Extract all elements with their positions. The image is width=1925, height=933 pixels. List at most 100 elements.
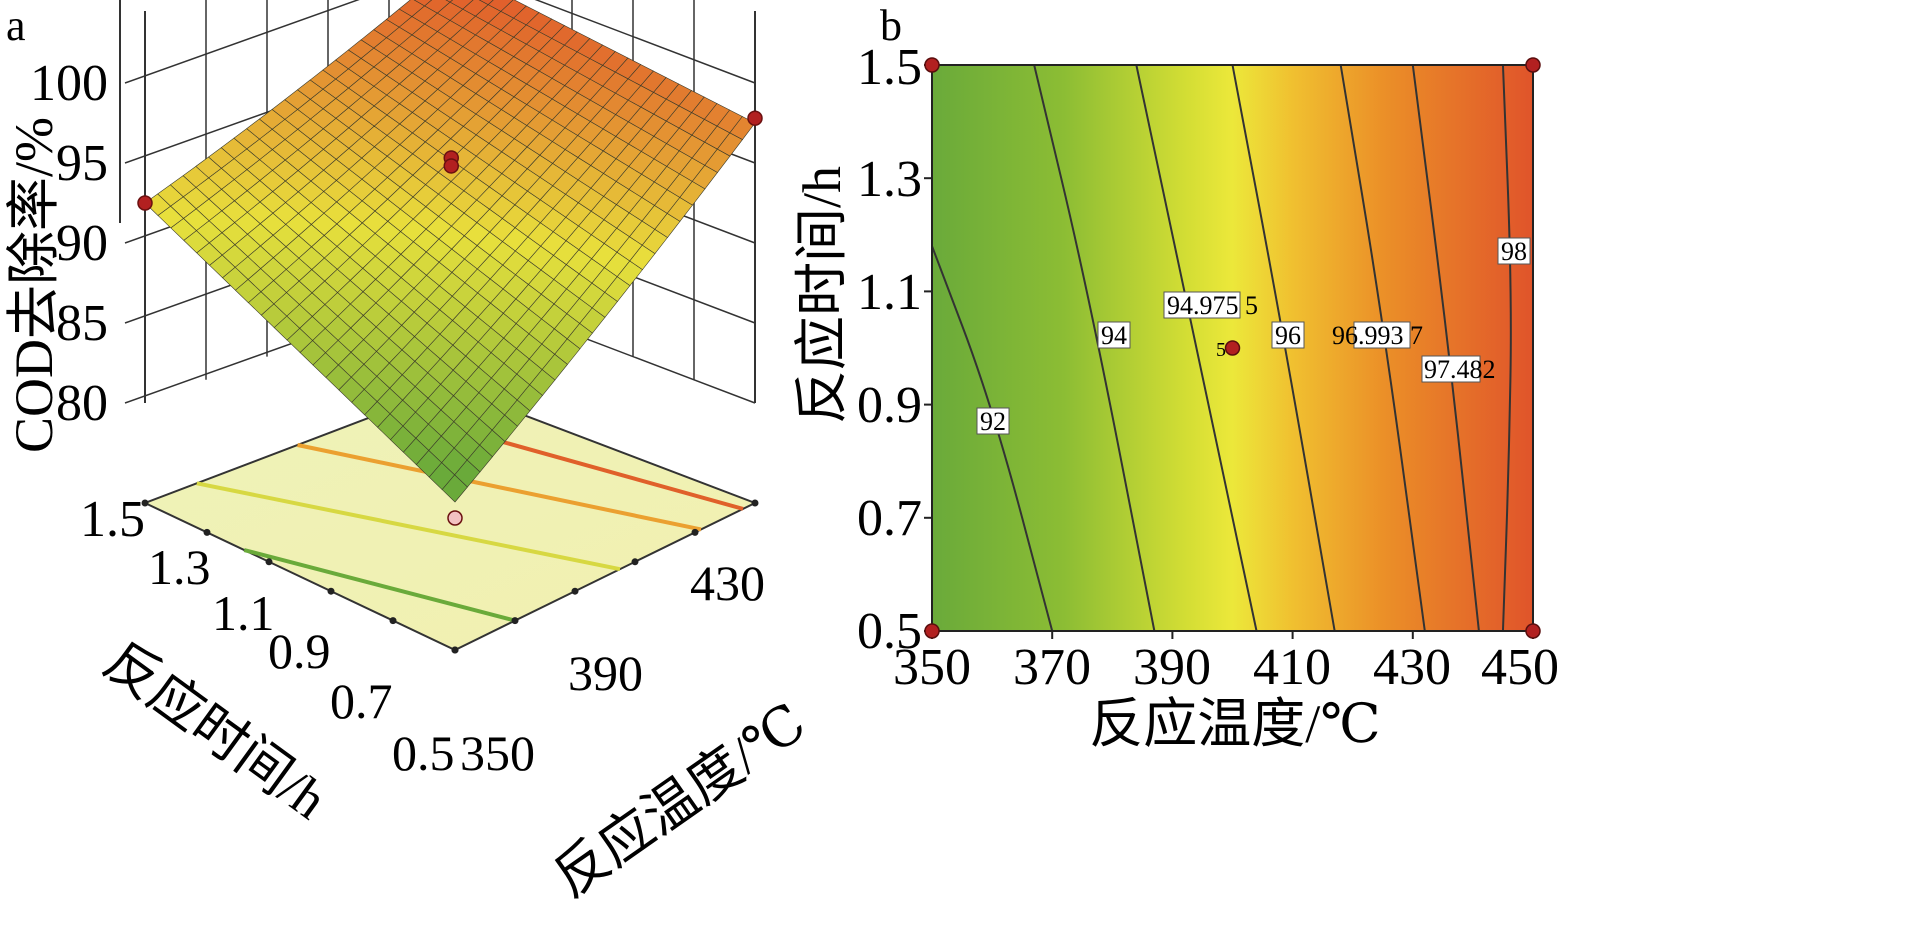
svg-text:97.482: 97.482: [1424, 355, 1496, 384]
x-tick-label: 410: [1253, 639, 1331, 696]
contour-design-points: [924, 57, 1541, 639]
design-point: [924, 57, 940, 73]
surface-cell: [398, 0, 426, 17]
floor-tick: [141, 499, 149, 507]
x-axis-ticks: 350 390 430: [460, 555, 765, 781]
z-axis-ticks: 80 85 90 95 100: [30, 55, 108, 432]
x-axis-title: 反应温度/℃: [543, 692, 816, 908]
contour-line: [1033, 64, 1156, 632]
x-tick-label: 350: [460, 725, 535, 781]
floor-contour-line: [196, 481, 621, 572]
x-tick-label: 430: [1373, 639, 1451, 696]
surface-cell: [449, 0, 474, 10]
contour-label-98: 98: [1497, 237, 1531, 266]
floor-tick: [451, 646, 459, 654]
design-point: [1525, 57, 1541, 73]
design-point: [747, 110, 763, 126]
design-point: [1224, 340, 1241, 356]
z-tick-label: 95: [56, 135, 108, 192]
design-point: [443, 158, 459, 174]
svg-text:96.993 7: 96.993 7: [1332, 321, 1423, 350]
floor-tick: [327, 587, 335, 595]
y-tick-label: 1.1: [857, 264, 922, 321]
contour-label-96: 96: [1271, 321, 1305, 350]
svg-text:96: 96: [1275, 321, 1301, 350]
panel-label-a: a: [6, 1, 26, 50]
contour-line: [1135, 64, 1258, 632]
x-tick-label: 430: [690, 555, 765, 611]
floor-tick: [203, 528, 211, 536]
floor-contour-line: [243, 548, 516, 623]
floor-contour-line: [297, 443, 702, 532]
contour-label-97-482: 97.482: [1421, 355, 1496, 384]
z-tick-label: 80: [56, 375, 108, 432]
surface-cell: [424, 0, 451, 14]
contour-line: [1231, 64, 1336, 632]
y-axis-ticks: 1.5 1.3 1.1 0.9 0.7 0.5: [80, 491, 455, 781]
design-point: [137, 195, 153, 211]
y-tick-label: 1.5: [857, 39, 922, 96]
contour-label-92: 92: [976, 407, 1010, 436]
y-tick-label: 1.5: [80, 491, 145, 548]
y-axis-ticks: 0.5 0.7 0.9 1.1 1.3 1.5: [857, 39, 922, 660]
contour-label-96-9937: 96.993 7: [1332, 321, 1423, 350]
x-tick-label: 450: [1481, 639, 1559, 696]
floor-tick: [571, 587, 579, 595]
surface-cell: [500, 0, 527, 19]
contour-line: [1411, 64, 1480, 632]
svg-text:94: 94: [1101, 321, 1127, 350]
x-tick-label: 350: [893, 639, 971, 696]
x-tick-label: 390: [568, 645, 643, 701]
contour-line: [1339, 64, 1426, 632]
contour-line: [1501, 64, 1512, 632]
y-tick-label: 1.3: [148, 539, 211, 595]
y-axis-title: 反应时间/h: [792, 166, 852, 424]
design-point: [924, 623, 940, 639]
x-axis-title: 反应温度/℃: [1089, 694, 1380, 754]
svg-text:92: 92: [980, 407, 1006, 436]
z-tick-label: 100: [30, 55, 108, 112]
contour-plot-panel: b 92 94 94.975 5 96 9: [792, 1, 1559, 754]
floor-tick: [511, 617, 519, 625]
x-axis-ticks: 350 370 390 410 430 450: [893, 639, 1559, 696]
y-tick-label: 0.7: [857, 490, 922, 547]
contour-line: [931, 245, 1054, 632]
y-tick-label: 0.5: [857, 603, 922, 660]
y-tick-label: 0.7: [330, 673, 393, 729]
z-tick-label: 85: [56, 295, 108, 352]
box-grid-line: [124, 0, 756, 84]
surface-cell: [462, 0, 489, 17]
surface-plot-panel: a 80 85 90 95 100 COD去除率/% 1.5 1.3 1.1 0…: [4, 0, 816, 908]
contour-labels: 92 94 94.975 5 96 96.993 7 97.482: [976, 237, 1531, 436]
contour-label-94: 94: [1097, 321, 1131, 350]
y-tick-label: 0.5: [392, 725, 455, 781]
floor-tick: [691, 528, 699, 536]
floor-tick: [631, 558, 639, 566]
x-tick-label: 390: [1133, 639, 1211, 696]
surface-cell: [478, 0, 494, 5]
svg-text:94.975 5: 94.975 5: [1167, 291, 1258, 320]
z-tick-label: 90: [56, 215, 108, 272]
y-tick-label: 0.9: [268, 623, 331, 679]
design-point: [1525, 623, 1541, 639]
y-tick-label: 0.9: [857, 377, 922, 434]
floor-tick: [751, 499, 759, 507]
panel-label-b: b: [880, 1, 902, 50]
svg-text:98: 98: [1501, 237, 1527, 266]
floor-tick: [265, 558, 273, 566]
contour-frame: [931, 64, 1534, 632]
design-point: [447, 510, 463, 526]
surface-cell: [413, 0, 433, 7]
center-replicate-label: 5: [1216, 339, 1226, 361]
surface-cell: [487, 0, 514, 12]
x-tick-label: 370: [1013, 639, 1091, 696]
surface-design-points: [137, 110, 763, 526]
surface-cell: [445, 0, 453, 3]
contour-label-94-9755: 94.975 5: [1163, 291, 1258, 320]
contour-lines: [931, 64, 1512, 632]
y-tick-label: 1.3: [857, 151, 922, 208]
y-tick-label: 1.1: [212, 585, 275, 641]
response-surface: [144, 0, 756, 503]
z-axis-title: COD去除率/%: [4, 117, 64, 453]
